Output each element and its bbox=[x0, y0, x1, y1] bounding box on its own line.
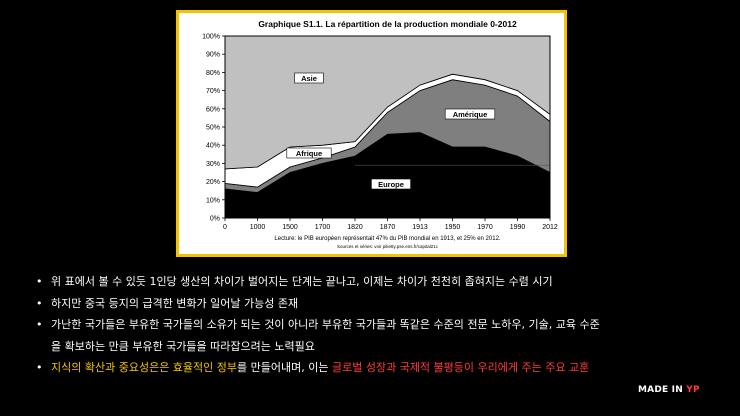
y-tick-label: 60% bbox=[206, 106, 220, 113]
bullet-item-2: • 하지만 중국 등지의 급격한 변화가 일어날 가능성 존재 bbox=[36, 293, 716, 315]
bullet-dot: • bbox=[36, 361, 43, 374]
series-label-europe: Europe bbox=[378, 180, 404, 189]
bullet-dot: • bbox=[36, 318, 43, 331]
chart-frame: Graphique S1.1. La répartition de la pro… bbox=[176, 10, 567, 257]
y-tick-label: 0% bbox=[210, 216, 220, 223]
made-in-yp-logo: MADE IN YP bbox=[638, 385, 700, 395]
x-tick-label: 0 bbox=[223, 224, 227, 231]
x-tick-label: 1913 bbox=[412, 224, 428, 231]
x-tick-label: 1990 bbox=[510, 224, 526, 231]
x-tick-label: 1870 bbox=[380, 224, 396, 231]
x-tick-label: 1700 bbox=[315, 224, 331, 231]
bullet-item-1: • 위 표에서 볼 수 있듯 1인당 생산의 차이가 벌어지는 단계는 끝나고,… bbox=[36, 271, 716, 293]
bullet-dot: • bbox=[36, 296, 43, 310]
x-tick-label: 1950 bbox=[445, 224, 461, 231]
series-label-box bbox=[444, 108, 496, 120]
bullet-list: • 위 표에서 볼 수 있듯 1인당 생산의 차이가 벌어지는 단계는 끝나고,… bbox=[36, 271, 716, 379]
series-label-amérique: Amérique bbox=[453, 110, 488, 119]
series-label-box bbox=[294, 72, 324, 84]
bullet-text: 를 만들어내며, 이는 bbox=[237, 361, 332, 374]
y-tick-label: 100% bbox=[202, 34, 220, 41]
y-tick-label: 30% bbox=[206, 161, 220, 168]
x-tick-label: 1000 bbox=[250, 224, 266, 231]
chart-title: Graphique S1.1. La répartition de la pro… bbox=[258, 19, 517, 29]
x-tick-label: 1820 bbox=[347, 224, 363, 231]
bullet-dot: • bbox=[36, 275, 43, 288]
bullet-item-3: • 가난한 국가들은 부유한 국가들의 소유가 되는 것이 아니라 부유한 국가… bbox=[36, 314, 716, 336]
x-tick-label: 1500 bbox=[282, 224, 298, 231]
x-tick-label: 2012 bbox=[542, 224, 558, 231]
y-tick-label: 20% bbox=[206, 179, 220, 186]
bullet-text-highlight-yellow: 지식의 확산과 중요성은은 효율적인 정부 bbox=[51, 361, 238, 374]
bullet-text: 위 표에서 볼 수 있듯 1인당 생산의 차이가 벌어지는 단계는 끝나고, 이… bbox=[51, 275, 553, 288]
series-label-asie: Asie bbox=[301, 74, 317, 83]
series-label-afrique: Afrique bbox=[296, 149, 322, 158]
series-label-box bbox=[286, 147, 332, 159]
logo-accent: YP bbox=[686, 385, 700, 395]
chart-source: Sources et séries: voir piketty.pse.ens.… bbox=[337, 244, 439, 249]
y-tick-label: 40% bbox=[206, 143, 220, 150]
y-tick-label: 90% bbox=[206, 52, 220, 59]
x-tick-label: 1970 bbox=[477, 224, 493, 231]
y-tick-label: 70% bbox=[206, 88, 220, 95]
series-label-box bbox=[371, 178, 411, 190]
area-chart: Graphique S1.1. La répartition de la pro… bbox=[202, 19, 558, 249]
bullet-item-3-continuation: 을 확보하는 만큼 부유한 국가들을 따라잡으려는 노력필요 bbox=[51, 339, 315, 353]
y-tick-label: 10% bbox=[206, 197, 220, 204]
y-tick-label: 50% bbox=[206, 125, 220, 132]
logo-text: MADE IN bbox=[638, 385, 687, 395]
bullet-item-4: • 지식의 확산과 중요성은은 효율적인 정부를 만들어내며, 이는 글로벌 성… bbox=[36, 357, 716, 379]
bullet-text: 하지만 중국 등지의 급격한 변화가 일어날 가능성 존재 bbox=[51, 296, 299, 310]
bullet-text-highlight-red: 글로벌 성장과 국제적 불평등이 우리에게 주는 주요 교훈 bbox=[331, 361, 590, 374]
y-tick-label: 80% bbox=[206, 70, 220, 77]
chart-note: Lecture: le PIB européen représentait 47… bbox=[274, 236, 500, 242]
bullet-text: 가난한 국가들은 부유한 국가들의 소유가 되는 것이 아니라 부유한 국가들과… bbox=[51, 318, 600, 331]
